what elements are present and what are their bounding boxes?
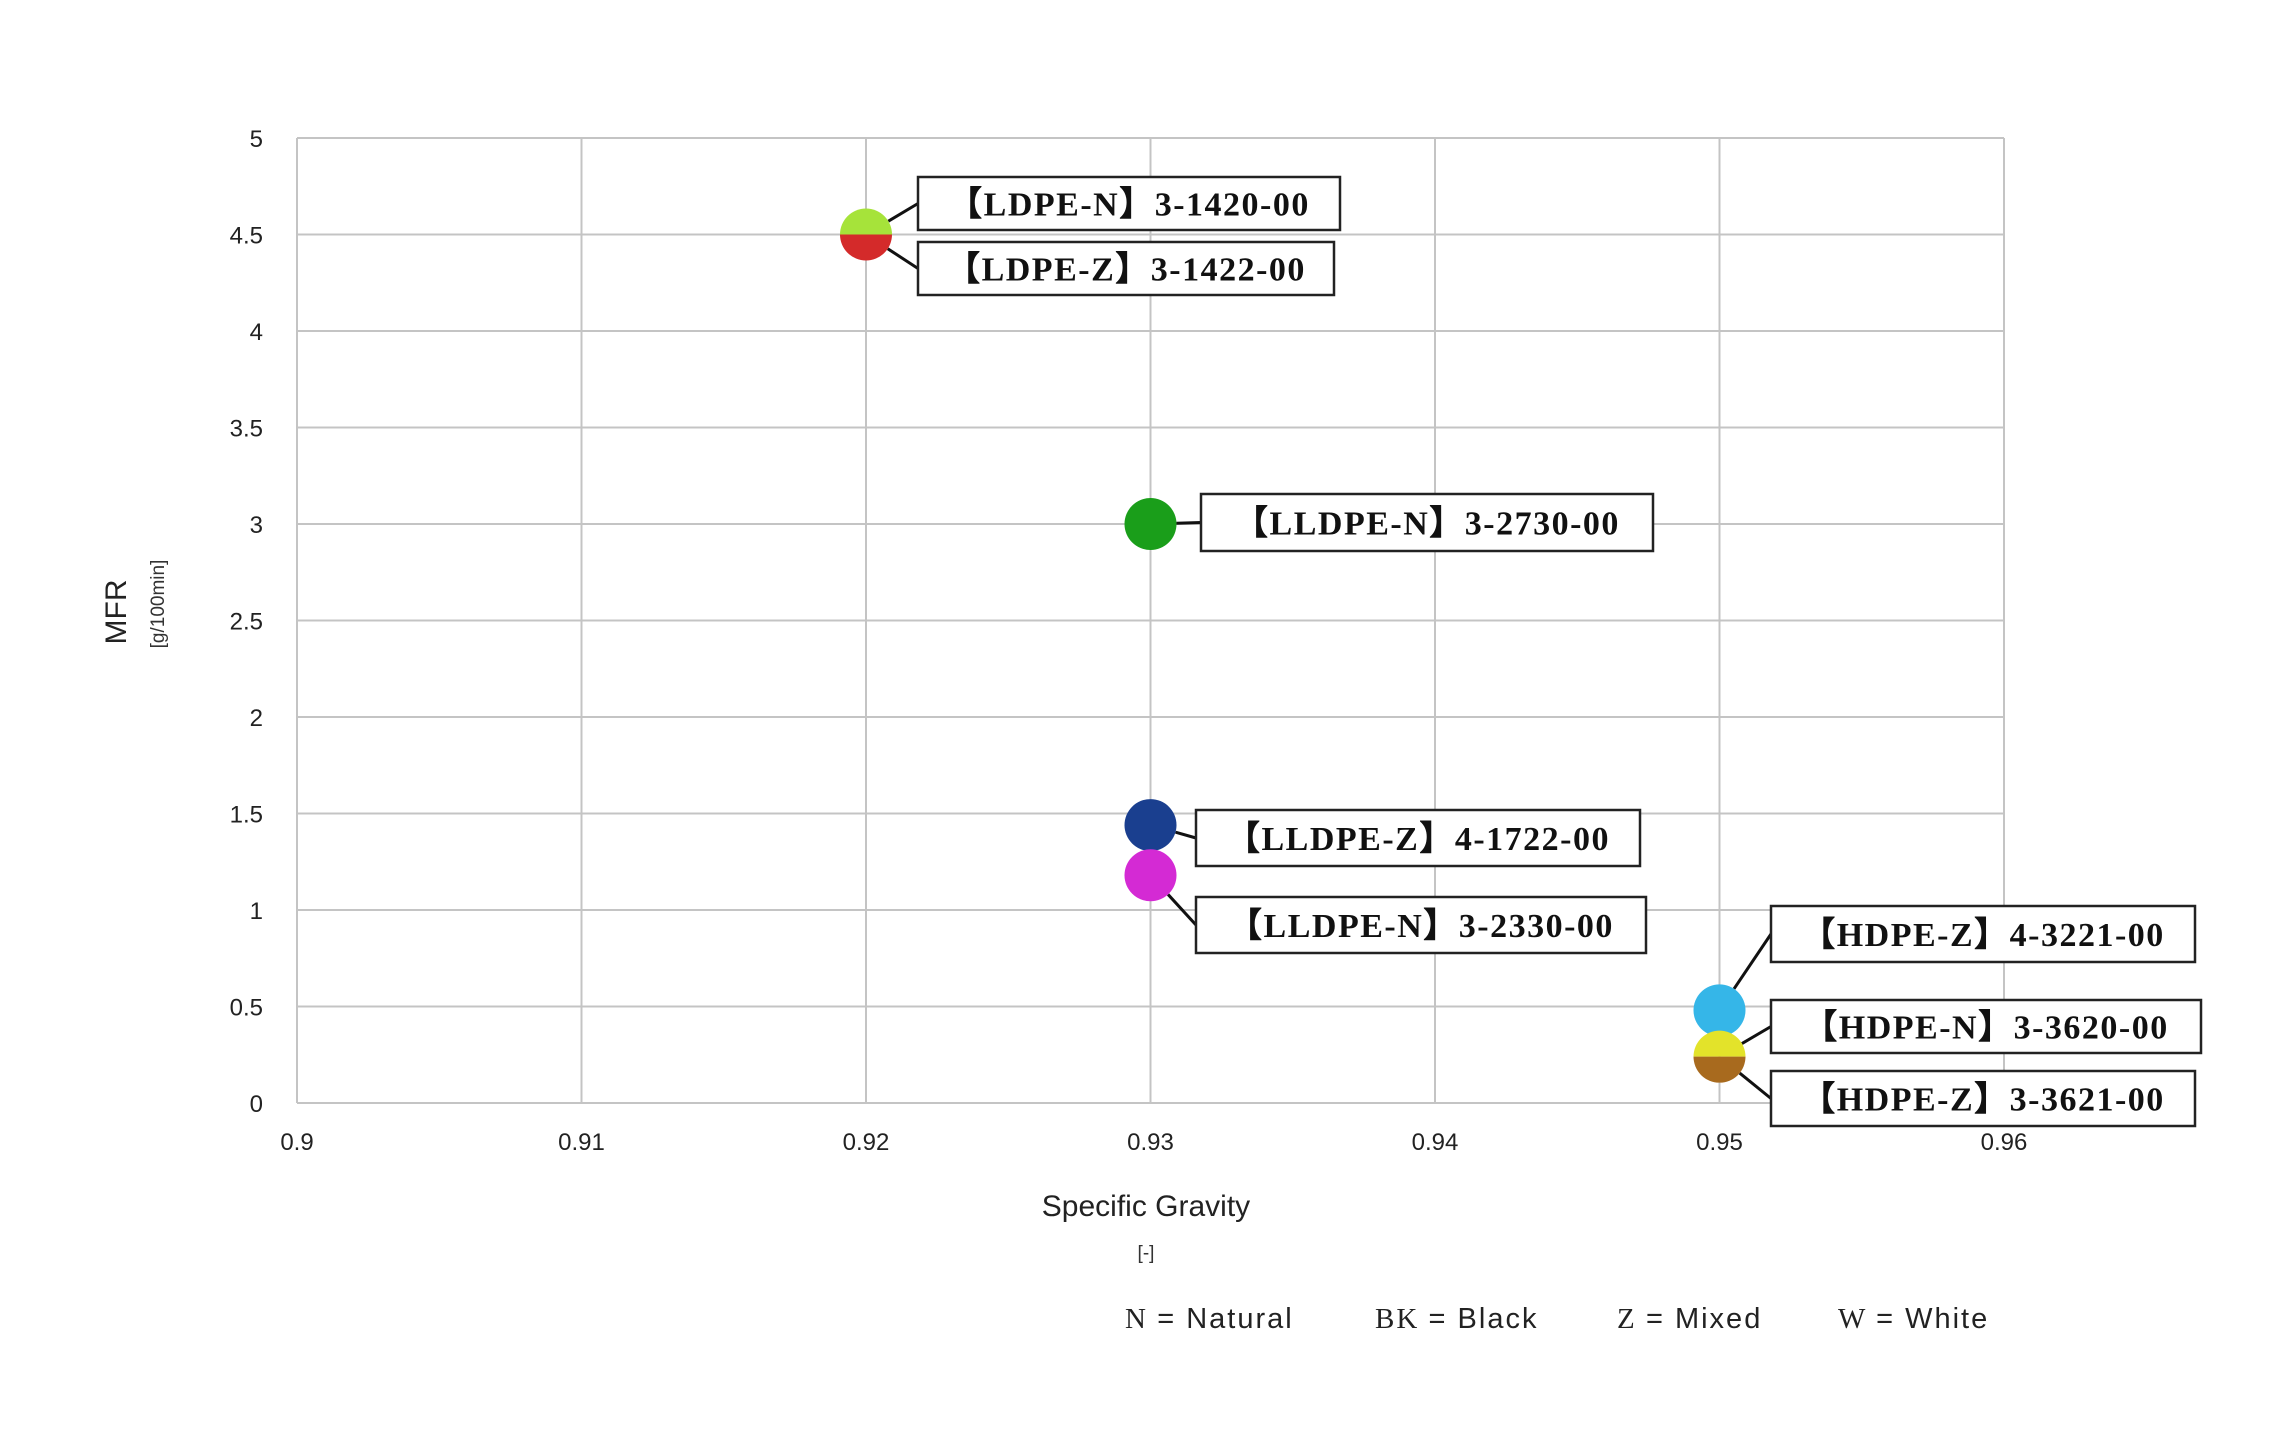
legend: N = Natural BK = Black Z = Mixed W = White [1125,1303,1989,1335]
label-box [1769,998,2203,1055]
y-tick-label: 1.5 [230,802,263,829]
legend-key: N [1125,1303,1157,1335]
y-tick-label: 3.5 [230,416,263,443]
data-point [1124,799,1177,852]
data-point-top-half [1693,1030,1746,1057]
leader-line [1166,893,1198,927]
x-axis-label: Specific Gravity [1042,1190,1250,1223]
x-tick-label: 0.94 [1412,1129,1459,1156]
x-axis-unit: [-] [1138,1243,1155,1264]
x-tick-label: 0.91 [558,1129,605,1156]
label-box [916,240,1336,297]
point-label: 【HDPE-Z】3-3621-00 [1801,1081,2165,1119]
y-axis-ticks: 0 0.5 1 1.5 2 2.5 3 3.5 4 4.5 5 [230,126,263,1118]
leader-line [1732,933,1773,990]
data-point [1693,984,1746,1037]
label-box [1769,1069,2197,1128]
leader-line [1738,1071,1772,1100]
point-label: 【LDPE-Z】3-1422-00 [946,251,1306,289]
legend-item: Z = Mixed [1617,1303,1762,1335]
x-axis-ticks: 0.9 0.91 0.92 0.93 0.94 0.95 0.96 [280,1129,2027,1156]
y-tick-label: 2 [250,705,263,732]
leader-line [1741,1025,1772,1045]
legend-key: BK [1375,1303,1429,1335]
point-label: 【LLDPE-N】3-2730-00 [1234,505,1620,543]
legend-value: = Mixed [1646,1303,1762,1335]
y-tick-label: 3 [250,512,263,539]
y-tick-label: 4 [250,319,263,346]
data-point [1124,498,1177,550]
label-box [1194,895,1648,955]
y-axis-title: MFR [g/100min] [100,560,169,649]
leader-line [1176,521,1202,525]
y-axis-unit: [g/100min] [148,560,169,649]
point-labels: 【LDPE-N】3-1420-00 【LDPE-Z】3-1422-00 【LLDPE… [916,175,2203,1128]
legend-item: BK = Black [1375,1303,1538,1335]
legend-value: = Black [1429,1303,1539,1335]
x-axis-title: Specific Gravity [-] [1042,1190,1250,1264]
y-tick-label: 0 [250,1091,263,1118]
x-tick-label: 0.95 [1696,1129,1743,1156]
point-label: 【HDPE-N】3-3620-00 [1803,1009,2168,1047]
leader-line [1175,830,1197,840]
label-box [1769,904,2197,964]
label-box [1194,808,1642,868]
data-points [840,208,1746,1083]
x-tick-label: 0.9 [280,1129,313,1156]
y-tick-label: 1 [250,898,263,925]
leader-lines [886,202,1773,1100]
legend-item: N = Natural [1125,1303,1294,1335]
legend-key: W [1838,1303,1876,1335]
data-point-top-half [840,208,892,235]
legend-item: W = White [1838,1303,1989,1335]
data-point-bottom-half [840,234,892,261]
y-tick-label: 2.5 [230,609,263,636]
y-tick-label: 0.5 [230,995,263,1022]
point-label: 【HDPE-Z】4-3221-00 [1801,916,2165,954]
data-point [1124,849,1177,902]
point-label: 【LDPE-N】3-1420-00 [948,186,1310,224]
label-box [916,175,1342,232]
point-label: 【LLDPE-Z】4-1722-00 [1226,820,1610,858]
y-axis-label: MFR [100,580,133,645]
legend-key: Z [1617,1303,1646,1335]
x-tick-label: 0.96 [1981,1129,2028,1156]
data-point-bottom-half [1693,1056,1746,1083]
label-box [1199,492,1655,553]
leader-line [887,202,919,223]
legend-value: = Natural [1157,1303,1293,1335]
y-tick-label: 5 [250,126,263,153]
leader-line [886,247,919,270]
x-tick-label: 0.93 [1127,1129,1174,1156]
point-label: 【LLDPE-N】3-2330-00 [1228,907,1614,945]
y-tick-label: 4.5 [230,223,263,250]
legend-value: = White [1876,1303,1989,1335]
x-tick-label: 0.92 [843,1129,890,1156]
